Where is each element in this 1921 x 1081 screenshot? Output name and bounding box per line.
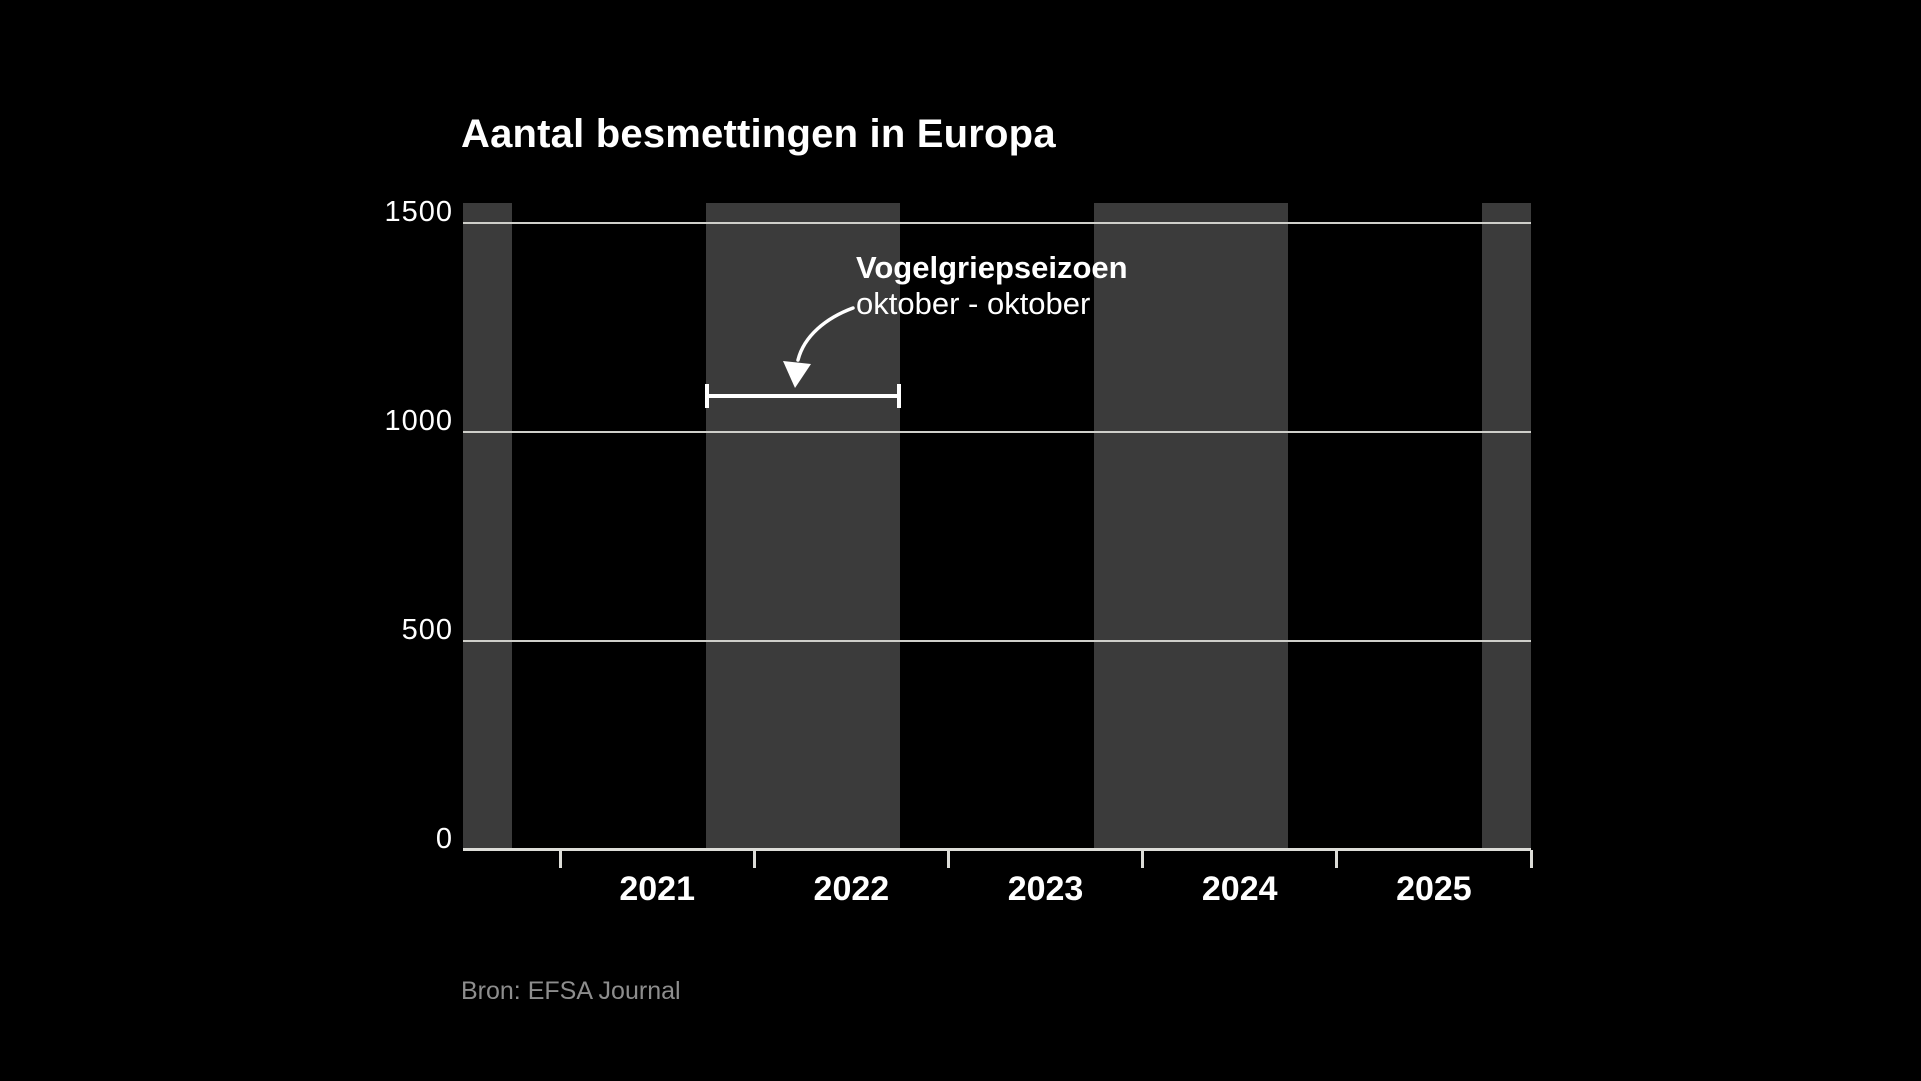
x-axis-line <box>463 848 1531 851</box>
y-axis-label: 0 <box>435 823 453 855</box>
season-band <box>463 203 512 850</box>
x-axis-tick <box>752 850 756 868</box>
annotation-title: Vogelgriepseizoen <box>856 250 1128 285</box>
interval-bracket-line <box>705 394 900 399</box>
y-gridline <box>463 431 1531 433</box>
x-axis-tick <box>1335 850 1339 868</box>
y-axis-label: 1000 <box>384 405 453 437</box>
season-annotation: Vogelgriepseizoen oktober - oktober <box>856 250 1128 322</box>
x-axis-label: 2025 <box>1396 870 1472 908</box>
annotation-subtitle: oktober - oktober <box>856 286 1091 321</box>
season-band <box>1482 203 1531 850</box>
y-gridline <box>463 222 1531 224</box>
x-axis-tick <box>1529 850 1533 868</box>
source-credit: Bron: EFSA Journal <box>461 977 681 1005</box>
x-axis-label: 2021 <box>619 870 695 908</box>
interval-bracket-cap-left <box>704 384 709 409</box>
y-axis-label: 1500 <box>384 196 453 228</box>
interval-bracket-cap-right <box>896 384 901 409</box>
x-axis-label: 2022 <box>813 870 890 908</box>
x-axis-tick <box>946 850 950 868</box>
y-gridline <box>463 640 1531 642</box>
season-band <box>1094 203 1289 850</box>
x-axis-tick <box>1141 850 1145 868</box>
x-axis-label: 2023 <box>1007 870 1084 908</box>
x-axis-tick <box>558 850 562 868</box>
y-axis-label: 500 <box>401 614 453 646</box>
chart-title: Aantal besmettingen in Europa <box>461 112 1056 156</box>
x-axis-label: 2024 <box>1201 870 1278 908</box>
